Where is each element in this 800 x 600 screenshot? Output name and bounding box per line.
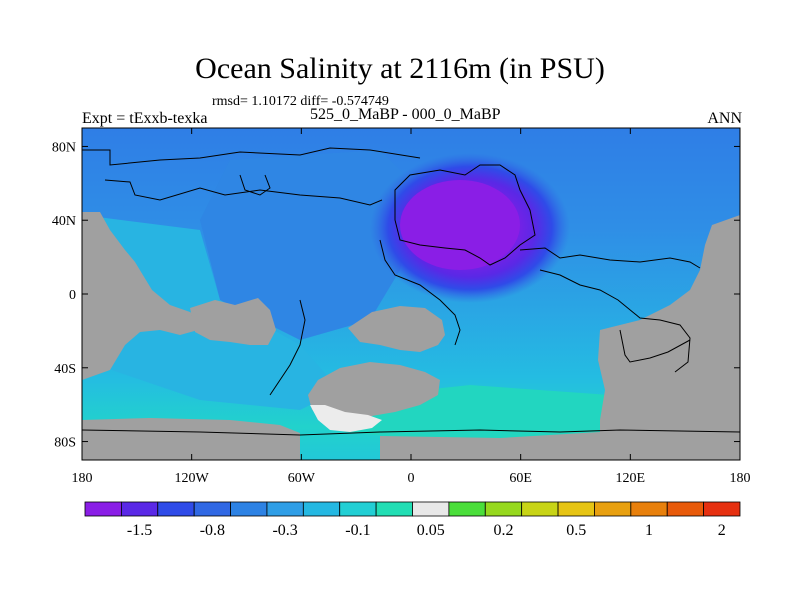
colorbar-label: 2 — [718, 522, 726, 539]
landmass-west-gondwana — [190, 298, 276, 345]
longitude-axis: 180 120W 60W 0 60E 120E 180 — [72, 128, 751, 486]
colorbar-swatch — [339, 501, 377, 517]
landmass-north-america-block — [82, 212, 200, 380]
colorbar-swatch — [230, 501, 268, 517]
colorbar-swatch — [557, 501, 595, 517]
plot-title: Ocean Salinity at 2116m (in PSU) — [195, 52, 605, 85]
experiment-label: Expt = tExxb-texka — [82, 110, 208, 127]
landmass-south-pole-band-east — [380, 432, 600, 460]
lon-tick-label: 60W — [288, 471, 316, 486]
colorbar-swatch — [302, 501, 341, 517]
lat-tick-label: 0 — [69, 288, 76, 303]
landmass-south-pole-band — [82, 418, 300, 460]
colorbar-swatch — [666, 501, 705, 517]
colorbar-label: -1.5 — [127, 522, 152, 539]
colorbar-swatch — [521, 501, 559, 517]
lon-tick-label: 180 — [730, 471, 751, 486]
coastlines — [82, 147, 740, 436]
colorbar-label: -0.8 — [200, 522, 225, 539]
colorbar-swatch — [594, 501, 632, 517]
colorbar-label: 0.5 — [566, 522, 586, 539]
colorbar-label: 1 — [645, 522, 653, 539]
colorbar-swatch — [84, 501, 122, 517]
colorbar-swatch — [630, 501, 668, 517]
colorbar-label: -0.3 — [272, 522, 297, 539]
colorbar-swatch — [412, 501, 450, 517]
colorbar-swatch — [703, 501, 741, 517]
salinity-minimum-core — [400, 180, 520, 270]
landmass-central-block — [348, 306, 445, 352]
colorbar-swatch — [266, 501, 304, 517]
season-label: ANN — [707, 110, 742, 127]
lon-tick-label: 120E — [616, 471, 646, 486]
colorbar-swatch — [157, 501, 195, 517]
latitude-axis: 80N 40N 0 40S 80S — [52, 140, 740, 451]
landmass-east-block — [598, 215, 740, 460]
colorbar: -1.5 -0.8 -0.3 -0.1 0.05 0.2 0.5 1 2 — [84, 501, 741, 539]
lat-tick-label: 80S — [54, 436, 76, 451]
mid-blue-region — [200, 150, 420, 340]
lon-tick-label: 180 — [72, 471, 93, 486]
lat-tick-label: 40N — [52, 214, 76, 229]
colorbar-swatch — [120, 501, 159, 517]
stats-label: rmsd= 1.10172 diff= -0.574749 — [212, 94, 389, 109]
colorbar-swatch — [448, 501, 486, 517]
lon-tick-label: 60E — [509, 471, 532, 486]
lon-tick-label: 120W — [175, 471, 210, 486]
colorbar-label: -0.1 — [345, 522, 370, 539]
colorbar-swatch — [193, 501, 231, 517]
colorbar-label: 0.05 — [417, 522, 445, 539]
landmass-antarctic-block — [308, 362, 440, 418]
colorbar-label: 0.2 — [493, 522, 513, 539]
lat-tick-label: 40S — [54, 362, 76, 377]
map-field — [82, 128, 740, 460]
case-label: 525_0_MaBP - 000_0_MaBP — [310, 106, 501, 123]
colorbar-swatch — [375, 501, 413, 517]
ice-patch — [310, 405, 382, 432]
lon-tick-label: 0 — [408, 471, 415, 486]
lat-tick-label: 80N — [52, 140, 76, 155]
colorbar-swatch — [484, 501, 523, 517]
